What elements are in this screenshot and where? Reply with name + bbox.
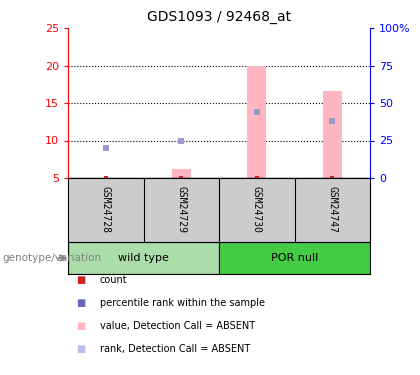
Text: GSM24728: GSM24728 bbox=[101, 186, 111, 234]
Bar bbox=[172, 169, 191, 178]
Bar bbox=[247, 66, 266, 178]
Bar bbox=[68, 242, 219, 274]
Text: genotype/variation: genotype/variation bbox=[2, 253, 101, 263]
Text: value, Detection Call = ABSENT: value, Detection Call = ABSENT bbox=[100, 321, 255, 331]
Bar bbox=[323, 91, 342, 178]
Text: POR null: POR null bbox=[271, 253, 318, 263]
Text: ■: ■ bbox=[76, 344, 86, 354]
Text: GSM24747: GSM24747 bbox=[327, 186, 337, 234]
Text: count: count bbox=[100, 274, 127, 285]
Text: GSM24730: GSM24730 bbox=[252, 186, 262, 234]
Title: GDS1093 / 92468_at: GDS1093 / 92468_at bbox=[147, 10, 291, 24]
Text: wild type: wild type bbox=[118, 253, 169, 263]
Text: rank, Detection Call = ABSENT: rank, Detection Call = ABSENT bbox=[100, 344, 250, 354]
Text: ■: ■ bbox=[76, 274, 86, 285]
Text: ■: ■ bbox=[76, 321, 86, 331]
Text: percentile rank within the sample: percentile rank within the sample bbox=[100, 298, 265, 308]
Bar bbox=[219, 242, 370, 274]
Text: GSM24729: GSM24729 bbox=[176, 186, 186, 234]
Text: ■: ■ bbox=[76, 298, 86, 308]
